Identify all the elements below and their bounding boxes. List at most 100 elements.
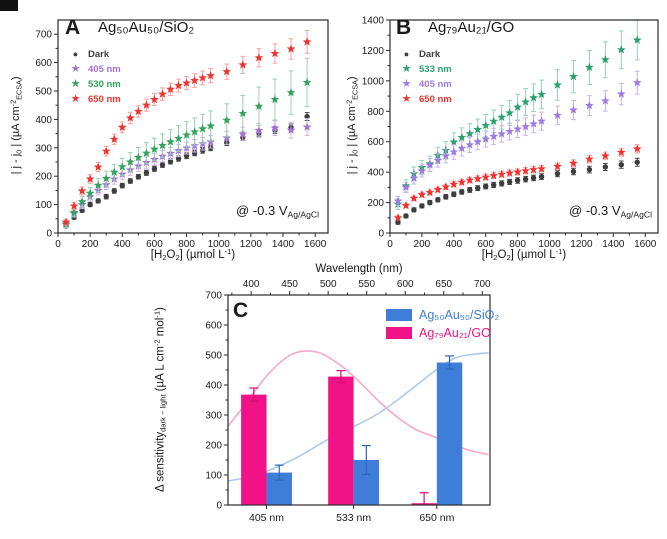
category-label: 405 nm bbox=[249, 512, 284, 524]
svg-text:800: 800 bbox=[367, 107, 384, 118]
svg-text:400: 400 bbox=[114, 239, 131, 250]
legend-item: ★ 650 nm bbox=[400, 92, 452, 107]
legend-item: ★ 533 nm bbox=[400, 62, 452, 77]
legend-item: ★ 530 nm bbox=[69, 77, 121, 92]
svg-text:0: 0 bbox=[216, 501, 222, 512]
series-650-nm bbox=[61, 30, 312, 226]
svg-text:200: 200 bbox=[35, 172, 52, 183]
panel-b-letter: B bbox=[396, 16, 412, 39]
svg-text:200: 200 bbox=[205, 441, 222, 452]
panel-b-x-axis-label: [H2O2] (µmol L-1) bbox=[481, 247, 567, 263]
svg-text:1000: 1000 bbox=[538, 239, 561, 250]
svg-text:700: 700 bbox=[35, 30, 52, 41]
axes: 0 200 400 600 800 1000 1200 1400 1600 0 200 400 600 8… bbox=[362, 16, 657, 251]
axes: 400 450 500 550 600 650 700 0 100 200 300 400 500 600… bbox=[205, 279, 491, 524]
panel-a-plot: 0 200 400 600 800 1000 1200 1400 1600 0 100 200 300 4… bbox=[35, 19, 329, 250]
circle-marker-icon: ● bbox=[72, 49, 79, 59]
star-marker-icon: ★ bbox=[401, 93, 412, 105]
svg-text:450: 450 bbox=[281, 279, 298, 290]
legend-item: ★ 405 nm bbox=[400, 77, 452, 92]
svg-text:1400: 1400 bbox=[272, 239, 295, 250]
panel-b: 0 200 400 600 800 1000 1200 1400 1600 0 200 400 600 8… bbox=[335, 0, 667, 262]
svg-text:200: 200 bbox=[82, 239, 99, 250]
panel-b-plot: 0 200 400 600 800 1000 1200 1400 1600 0 200 400 600 8… bbox=[362, 16, 659, 251]
bars bbox=[241, 355, 463, 505]
svg-text:600: 600 bbox=[397, 279, 414, 290]
svg-text:300: 300 bbox=[35, 143, 52, 154]
svg-text:400: 400 bbox=[367, 168, 384, 179]
svg-text:1600: 1600 bbox=[304, 239, 327, 250]
svg-text:0: 0 bbox=[55, 239, 61, 250]
series-650-nm bbox=[393, 144, 642, 222]
svg-text:600: 600 bbox=[205, 321, 222, 332]
svg-text:1400: 1400 bbox=[362, 16, 385, 27]
axes: 0 200 400 600 800 1000 1200 1400 1600 0 100 200 300 4… bbox=[35, 30, 326, 250]
legend-item-label: Dark bbox=[419, 49, 441, 60]
legend-item-label: 650 nm bbox=[88, 94, 121, 105]
panel-a-title: Ag₅₀Au₅₀/SiO₂ bbox=[98, 19, 195, 36]
panel-a-y-axis-label: | j - j0 | (µA cm-2ECSA) bbox=[8, 76, 24, 175]
svg-text:400: 400 bbox=[35, 115, 52, 126]
svg-text:0: 0 bbox=[46, 229, 52, 240]
svg-text:1000: 1000 bbox=[362, 76, 385, 87]
svg-text:1200: 1200 bbox=[240, 239, 263, 250]
legend-item: Ag₇₉Au₂₁/GO bbox=[386, 324, 499, 342]
category-label: 650 nm bbox=[419, 512, 454, 524]
svg-text:600: 600 bbox=[146, 239, 163, 250]
svg-text:500: 500 bbox=[205, 351, 222, 362]
svg-text:200: 200 bbox=[414, 239, 431, 250]
svg-text:0: 0 bbox=[378, 229, 384, 240]
svg-text:800: 800 bbox=[178, 239, 195, 250]
legend-item-label: 530 nm bbox=[88, 79, 121, 90]
panel-a-potential-annotation: @ -0.3 VAg/AgCl bbox=[236, 203, 319, 220]
corner-artifact bbox=[0, 0, 18, 11]
svg-text:100: 100 bbox=[35, 200, 52, 211]
svg-text:600: 600 bbox=[35, 58, 52, 69]
svg-text:0: 0 bbox=[387, 239, 393, 250]
svg-text:300: 300 bbox=[205, 411, 222, 422]
legend-item: Ag₅₀Au₅₀/SiO₂ bbox=[386, 306, 499, 324]
svg-text:400: 400 bbox=[445, 239, 462, 250]
panel-a-legend: ● Dark ★ 405 nm ★ 530 nm ★ 650 nm bbox=[69, 47, 121, 107]
legend-item-label: 405 nm bbox=[419, 79, 452, 90]
panel-a: 0 200 400 600 800 1000 1200 1400 1600 0 100 200 300 4… bbox=[0, 0, 335, 262]
panel-c-y-axis-label: Δ sensitivitydark − light (µA L cm-2 mol… bbox=[152, 307, 168, 492]
legend-item-label: Dark bbox=[88, 49, 110, 60]
panel-b-potential-annotation: @ -0.3 VAg/AgCl bbox=[569, 203, 652, 220]
panel-b-legend: ● Dark ★ 533 nm ★ 405 nm ★ 650 nm bbox=[400, 47, 452, 107]
legend-item-label: 533 nm bbox=[419, 64, 452, 75]
star-marker-icon: ★ bbox=[70, 78, 81, 90]
legend-item-label: 405 nm bbox=[88, 64, 121, 75]
svg-text:1200: 1200 bbox=[570, 239, 593, 250]
svg-text:200: 200 bbox=[367, 198, 384, 209]
legend-item: ● Dark bbox=[400, 47, 452, 62]
svg-text:800: 800 bbox=[509, 239, 526, 250]
color-swatch-icon bbox=[386, 309, 412, 321]
svg-text:700: 700 bbox=[474, 279, 491, 290]
panel-b-y-axis-label: | j - j0 | (µA cm-2ECSA) bbox=[344, 76, 360, 175]
legend-item-label: Ag₇₉Au₂₁/GO bbox=[419, 326, 491, 340]
circle-marker-icon: ● bbox=[403, 49, 410, 59]
svg-text:650: 650 bbox=[435, 279, 452, 290]
color-swatch-icon bbox=[386, 327, 412, 339]
series-dark bbox=[395, 157, 640, 226]
panel-c-plot: 400 450 500 550 600 650 700 0 100 200 300 400 500 600… bbox=[205, 279, 491, 524]
svg-text:600: 600 bbox=[477, 239, 494, 250]
star-marker-icon: ★ bbox=[401, 63, 412, 75]
star-marker-icon: ★ bbox=[70, 93, 81, 105]
star-marker-icon: ★ bbox=[401, 78, 412, 90]
svg-text:700: 700 bbox=[205, 291, 222, 302]
svg-text:500: 500 bbox=[320, 279, 337, 290]
legend-item-label: 650 nm bbox=[419, 94, 452, 105]
panel-c-letter: C bbox=[233, 299, 249, 322]
svg-text:1400: 1400 bbox=[602, 239, 625, 250]
svg-text:1200: 1200 bbox=[362, 46, 385, 57]
svg-text:400: 400 bbox=[243, 279, 260, 290]
svg-text:600: 600 bbox=[367, 137, 384, 148]
svg-text:500: 500 bbox=[35, 87, 52, 98]
panel-a-letter: A bbox=[65, 16, 81, 39]
legend-item: ★ 405 nm bbox=[69, 62, 121, 77]
svg-text:1600: 1600 bbox=[634, 239, 657, 250]
category-label: 533 nm bbox=[336, 512, 371, 524]
